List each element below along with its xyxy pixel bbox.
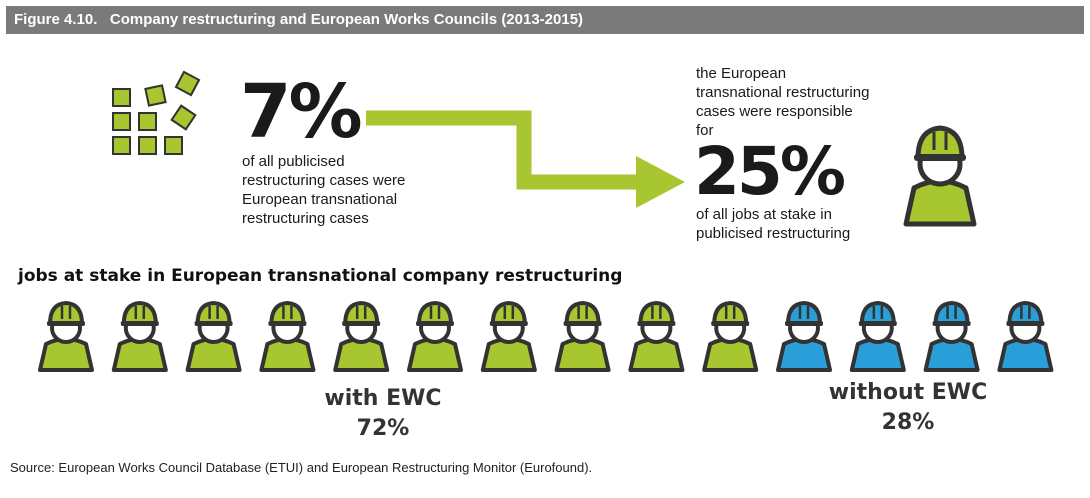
without-ewc-caption: without EWC 28% (818, 378, 998, 438)
with-ewc-caption: with EWC 72% (300, 384, 466, 444)
block-icon (138, 112, 157, 131)
with-ewc-percent: 72% (356, 416, 410, 441)
worker-icon (903, 125, 977, 227)
figure-title: Figure 4.10. Company restructuring and E… (14, 11, 584, 28)
right-stat-line: for (696, 122, 714, 139)
left-stat-line: restructuring cases (242, 210, 369, 227)
worker-without-ewc-icon (997, 301, 1054, 372)
right-stat-line: publicised restructuring (696, 225, 851, 242)
worker-with-ewc-icon (111, 301, 168, 372)
worker-with-ewc-icon (407, 301, 463, 372)
worker-with-ewc-icon (185, 301, 242, 372)
right-stat-line: of all jobs at stake in (696, 206, 832, 223)
right-stat-description: of all jobs at stake in publicised restr… (696, 205, 850, 243)
worker-with-ewc-icon (333, 301, 390, 372)
without-ewc-label: without EWC (828, 380, 988, 405)
block-icon (164, 136, 183, 155)
worker-with-ewc-icon (702, 301, 759, 372)
worker-with-ewc-icon (38, 301, 94, 372)
left-stat-line: of all publicised (242, 153, 345, 170)
worker-without-ewc-icon (923, 301, 980, 372)
worker-without-ewc-icon (849, 301, 906, 372)
worker-with-ewc-icon (628, 301, 685, 372)
left-stat-value: 7% (240, 69, 363, 155)
source-note: Source: European Works Council Database … (10, 460, 593, 475)
worker-with-ewc-icon (259, 301, 316, 372)
right-stat-line: the European (696, 65, 787, 82)
right-stat-value: 25% (694, 133, 846, 210)
worker-pictogram-row (38, 301, 1054, 372)
right-stat-line: cases were responsible (696, 103, 853, 120)
worker-without-ewc-icon (776, 301, 832, 372)
figure-header: Figure 4.10. Company restructuring and E… (6, 6, 1084, 34)
left-stat-line: restructuring cases were (242, 172, 406, 189)
left-stat-description: of all publicised restructuring cases we… (242, 152, 405, 228)
section-label: jobs at stake in European transnational … (18, 266, 623, 286)
block-icon (112, 136, 131, 155)
blocks-icon (108, 68, 208, 160)
worker-with-ewc-icon (480, 301, 537, 372)
left-stat-line: European transnational (242, 191, 398, 208)
right-stat-intro: the European transnational restructuring… (696, 64, 869, 140)
worker-with-ewc-icon (554, 301, 611, 372)
block-icon (112, 112, 131, 131)
block-icon (112, 88, 131, 107)
without-ewc-percent: 28% (881, 410, 935, 435)
block-icon (138, 136, 157, 155)
right-stat-line: transnational restructuring (696, 84, 870, 101)
with-ewc-label: with EWC (324, 386, 442, 411)
